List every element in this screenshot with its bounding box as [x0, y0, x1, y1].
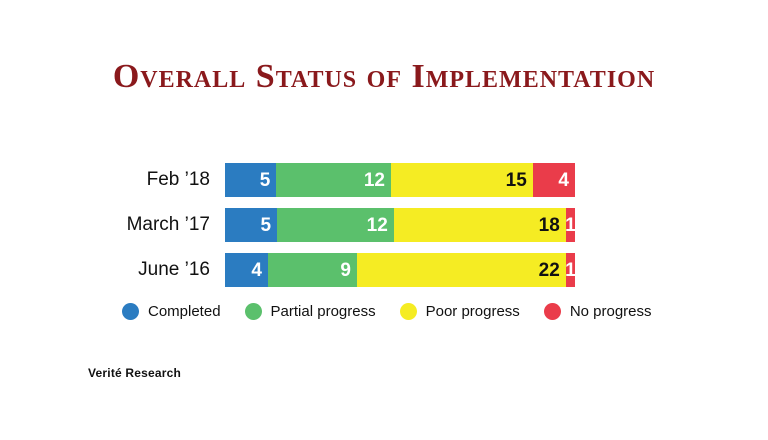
row-label-june-16: June ’16: [138, 259, 210, 280]
segment-poor-progress: 18: [393, 208, 566, 242]
segment-poor-progress: 15: [390, 163, 533, 197]
legend-item-poor-progress: Poor progress: [399, 303, 520, 320]
chart-row: Feb ’18 5 12 15 4: [0, 163, 575, 197]
legend-item-completed: Completed: [122, 303, 221, 320]
segment-no-progress: 1: [565, 208, 576, 242]
row-label-march-17: March ’17: [126, 214, 210, 235]
bar-march-17: 5 12 18 1: [225, 208, 576, 242]
footer-brand: Verité Research: [88, 366, 182, 380]
segment-poor-progress: 22: [356, 253, 566, 287]
segment-completed: 4: [225, 253, 268, 287]
bar-june-16: 4 9 22 1: [225, 253, 576, 287]
segment-completed: 5: [225, 163, 277, 197]
segment-partial-progress: 9: [267, 253, 357, 287]
chart-title: Overall Status of Implementation: [112, 58, 656, 95]
legend-item-partial-progress: Partial progress: [244, 303, 376, 320]
no-progress-dot-icon: [543, 303, 561, 320]
completed-dot-icon: [122, 303, 139, 320]
segment-no-progress: 4: [532, 163, 575, 197]
legend-label: Partial progress: [270, 303, 376, 320]
poor-progress-dot-icon: [399, 303, 417, 320]
segment-partial-progress: 12: [276, 163, 391, 197]
legend-item-no-progress: No progress: [543, 303, 652, 320]
legend-label: No progress: [569, 303, 652, 320]
legend-label: Completed: [148, 303, 221, 320]
legend-label: Poor progress: [425, 303, 520, 320]
row-label-feb-18: Feb ’18: [146, 169, 210, 190]
partial-progress-dot-icon: [244, 303, 262, 320]
chart-row: March ’17 5 12 18 1: [0, 208, 576, 242]
segment-completed: 5: [225, 208, 278, 242]
legend: Completed Partial progress Poor progress…: [122, 303, 652, 320]
segment-partial-progress: 12: [277, 208, 394, 242]
stacked-bar-chart: Feb ’18 5 12 15 4 March ’17 5 12 18 1 Ju…: [0, 163, 576, 298]
segment-no-progress: 1: [565, 253, 576, 287]
bar-feb-18: 5 12 15 4: [225, 163, 575, 197]
chart-row: June ’16 4 9 22 1: [0, 253, 576, 287]
